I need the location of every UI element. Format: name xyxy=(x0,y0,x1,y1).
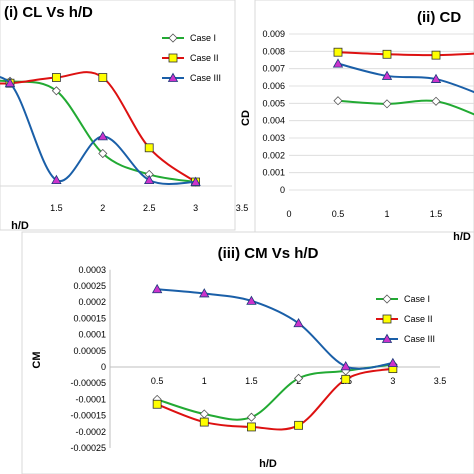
y-axis-label: CM xyxy=(31,351,43,368)
data-point-s1-3 xyxy=(246,412,256,422)
series-line-2 xyxy=(337,51,474,57)
data-point-s2-5 xyxy=(341,374,351,384)
y-tick-label: 0.003 xyxy=(262,133,285,143)
legend-marker-3 xyxy=(381,333,393,343)
data-point-s2-3 xyxy=(52,73,61,82)
legend-marker-1 xyxy=(382,294,392,304)
y-tick-label: 0.0002 xyxy=(78,297,106,307)
y-tick-label: 0.007 xyxy=(262,64,285,74)
legend-marker-2 xyxy=(168,53,178,63)
data-point-s3-3 xyxy=(51,174,62,185)
data-point-s1-3 xyxy=(51,86,61,96)
y-tick-label: 0.0003 xyxy=(78,265,106,275)
y-tick-label: -0.00015 xyxy=(70,411,106,421)
data-point-s1-4 xyxy=(98,148,108,159)
chart-title: (ii) CD xyxy=(417,9,461,26)
chart-title: (i) CL Vs h/D xyxy=(4,4,93,21)
y-tick-label: 0.001 xyxy=(262,168,285,178)
x-tick-label: 2 xyxy=(100,203,105,213)
data-point-s2-5 xyxy=(144,143,154,153)
series-line-3 xyxy=(337,62,474,94)
data-point-s2-4 xyxy=(98,73,108,82)
data-point-s2-3 xyxy=(431,50,441,60)
data-point-s3-3 xyxy=(430,73,442,83)
x-tick-label: 1.5 xyxy=(430,209,443,219)
y-tick-label: 0 xyxy=(101,362,106,372)
data-point-s3-2 xyxy=(199,288,210,298)
y-tick-label: 0.00025 xyxy=(73,281,106,291)
x-tick-label: 2.5 xyxy=(143,203,156,213)
y-tick-label: -0.00025 xyxy=(70,443,106,453)
data-point-s2-2 xyxy=(199,417,209,427)
x-tick-label: 1.5 xyxy=(50,203,63,213)
legend-label-1: Case I xyxy=(190,33,216,43)
x-tick-label: 1.5 xyxy=(245,376,258,386)
series-line-1 xyxy=(337,99,474,116)
data-point-s2-1 xyxy=(333,47,343,57)
y-tick-label: -0.0001 xyxy=(75,394,106,404)
data-point-s2-4 xyxy=(294,420,303,430)
data-point-s1-3 xyxy=(431,96,441,106)
chart-title: (iii) CM Vs h/D xyxy=(218,245,319,262)
legend-label-1: Case I xyxy=(404,294,430,304)
chart-panel-cd: 0 0.001 0.002 0.003 0.004 0.005 0.006 0.007 0.00… xyxy=(240,9,474,243)
legend-label-2: Case II xyxy=(190,53,219,63)
chart-panel-cl: 1.5 2 2.5 3 3.5 (i) CL Vs h/D h/D Case I Case II… xyxy=(0,4,248,232)
y-tick-label: 0.00005 xyxy=(73,346,106,356)
y-tick-label: 0.006 xyxy=(262,81,285,91)
y-tick-label: 0.004 xyxy=(262,116,285,126)
data-point-s3-4 xyxy=(293,317,304,328)
data-point-s3-5 xyxy=(144,174,155,185)
x-tick-label: 0 xyxy=(286,209,291,219)
y-tick-label: 0.0001 xyxy=(78,330,106,340)
x-tick-label: 3.5 xyxy=(236,203,249,213)
y-tick-label: 0.009 xyxy=(262,29,285,39)
data-point-s1-4 xyxy=(294,373,304,383)
x-tick-label: 3 xyxy=(390,376,395,386)
y-tick-label: 0.005 xyxy=(262,98,285,108)
x-tick-label: 0.5 xyxy=(332,209,345,219)
data-point-s3-1 xyxy=(332,58,344,68)
y-tick-label: 0 xyxy=(280,185,285,195)
x-tick-label: 1 xyxy=(202,376,207,386)
x-tick-label: 1 xyxy=(384,209,389,219)
legend-label-2: Case II xyxy=(404,314,433,324)
data-point-s3-5 xyxy=(340,361,351,371)
data-point-s3-6 xyxy=(387,357,399,368)
x-tick-label: 0.5 xyxy=(151,376,164,386)
x-axis-label: h/D xyxy=(11,220,29,232)
y-tick-label: 0.00015 xyxy=(73,313,106,323)
data-point-s3-2 xyxy=(4,77,16,88)
x-axis-label: h/D xyxy=(453,231,471,243)
panel-1-frame xyxy=(0,0,236,231)
legend-marker-1 xyxy=(168,33,178,43)
y-tick-label: 0.002 xyxy=(262,150,285,160)
y-tick-label: -0.0002 xyxy=(75,427,106,437)
data-point-s3-1 xyxy=(151,283,163,294)
panel-2-frame xyxy=(254,0,474,241)
chart-panel-cm: 0.0003 0.00025 0.0002 0.00015 0.0001 0.00005 0… xyxy=(31,245,446,470)
y-tick-label: 0.008 xyxy=(262,46,285,56)
data-point-s1-2 xyxy=(382,99,392,109)
legend-marker-2 xyxy=(382,314,392,324)
data-point-s3-6 xyxy=(190,176,201,186)
data-point-s3-3 xyxy=(246,295,257,305)
legend-label-3: Case III xyxy=(404,334,435,344)
x-axis-label: h/D xyxy=(259,458,277,470)
data-point-s3-2 xyxy=(381,70,393,80)
data-point-s3-4 xyxy=(97,131,108,141)
legend-label-3: Case III xyxy=(190,73,221,83)
data-point-s1-1 xyxy=(333,96,343,106)
y-axis-label: CD xyxy=(240,110,252,126)
data-point-s2-2 xyxy=(382,49,392,59)
panel-3-frame xyxy=(21,231,474,474)
y-tick-label: -0.00005 xyxy=(70,378,106,388)
x-tick-label: 3 xyxy=(193,203,198,213)
legend-marker-3 xyxy=(167,72,179,82)
data-point-s2-3 xyxy=(247,422,256,432)
x-tick-label: 3.5 xyxy=(434,376,447,386)
data-point-s2-1 xyxy=(152,399,162,409)
